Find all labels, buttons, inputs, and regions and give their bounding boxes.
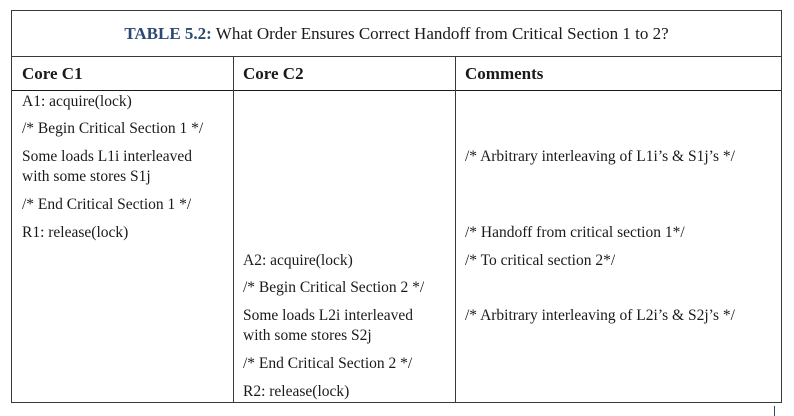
c1-end-critical-section: /* End Critical Section 1 */ [22, 196, 192, 213]
c2-loads-line-1: Some loads L2i interleaved [243, 307, 414, 324]
c1-acquire-lock: A1: acquire(lock) [22, 93, 132, 110]
c1-loads-line-2: with some stores S1j [22, 168, 151, 185]
column-divider-1 [233, 57, 234, 402]
table-header-row: Core C1 Core C2 Comments [12, 57, 781, 91]
c1-loads-line-1: Some loads L1i interleaved [22, 148, 193, 165]
column-divider-2 [455, 57, 456, 402]
c2-begin-critical-section: /* Begin Critical Section 2 */ [243, 279, 425, 296]
header-core-c2: Core C2 [243, 64, 304, 83]
header-core-c1: Core C1 [22, 64, 83, 83]
c1-release-lock: R1: release(lock) [22, 224, 129, 241]
comment-handoff: /* Handoff from critical section 1*/ [465, 224, 685, 241]
table-number: TABLE 5.2: [124, 24, 212, 43]
comment-to-section-2: /* To critical section 2*/ [465, 252, 616, 269]
comment-interleaving-2: /* Arbitrary interleaving of L2i’s & S2j… [465, 307, 735, 324]
c2-release-lock: R2: release(lock) [243, 383, 350, 400]
c2-acquire-lock: A2: acquire(lock) [243, 252, 353, 269]
table-caption: TABLE 5.2: What Order Ensures Correct Ha… [12, 11, 781, 57]
comment-interleaving-1: /* Arbitrary interleaving of L1i’s & S1j… [465, 148, 735, 165]
c2-end-critical-section: /* End Critical Section 2 */ [243, 355, 413, 372]
c1-begin-critical-section: /* Begin Critical Section 1 */ [22, 120, 204, 137]
page-edge-mark [774, 406, 775, 416]
table-title: What Order Ensures Correct Handoff from … [211, 24, 669, 43]
c2-loads-line-2: with some stores S2j [243, 327, 372, 344]
header-comments: Comments [465, 64, 544, 83]
order-table: TABLE 5.2: What Order Ensures Correct Ha… [11, 10, 782, 403]
